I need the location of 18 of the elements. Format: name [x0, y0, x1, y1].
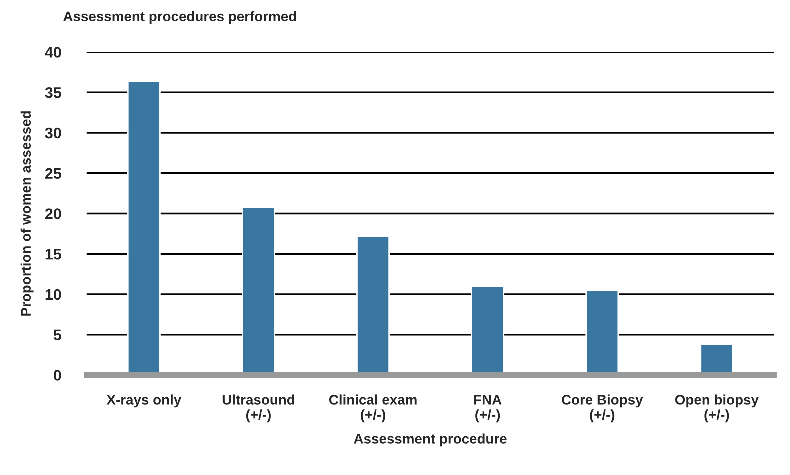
x-tick-label: Open biopsy (+/-) — [675, 394, 759, 423]
y-tick-label: 35 — [45, 87, 62, 98]
y-tick-label: 5 — [54, 330, 62, 341]
y-tick-label: 20 — [45, 208, 62, 220]
x-axis-title: Assessment procedure — [354, 434, 507, 447]
y-tick-label: 0 — [54, 370, 62, 381]
y-tick-label: 25 — [45, 168, 62, 180]
y-tick-label: 30 — [45, 128, 62, 139]
chart-title: Assessment procedures performed — [64, 11, 296, 24]
y-tick-label: 40 — [45, 47, 62, 58]
y-tick-label: 15 — [46, 249, 62, 260]
y-tick-label: 10 — [46, 289, 62, 300]
x-tick-label: Clinical exam (+/-) — [329, 394, 417, 423]
x-tick-label: Ultrasound (+/-) — [222, 394, 294, 423]
x-tick-label: Core Biopsy (+/-) — [562, 394, 644, 423]
x-tick-label: FNA (+/-) — [474, 395, 502, 423]
y-axis-title: Proportion of women assessed — [20, 112, 34, 316]
x-tick-label: X-rays only — [106, 394, 182, 408]
